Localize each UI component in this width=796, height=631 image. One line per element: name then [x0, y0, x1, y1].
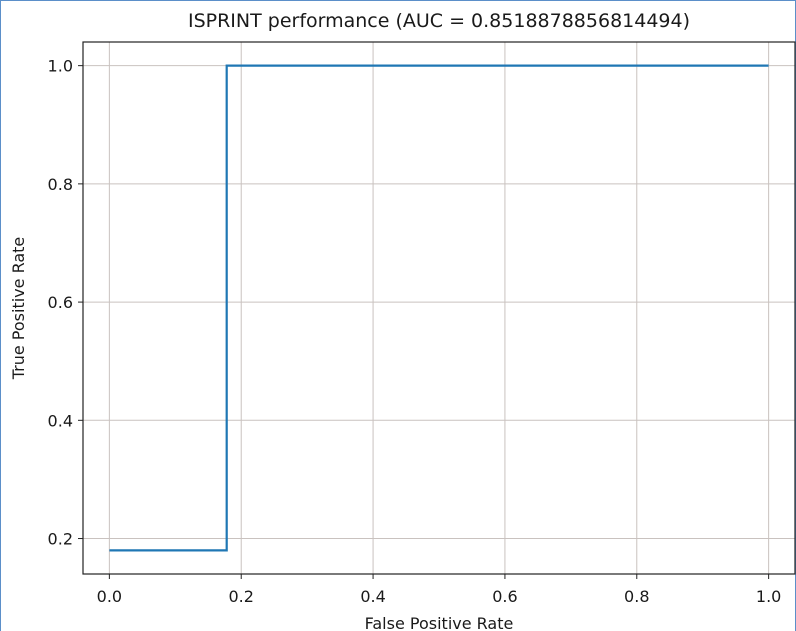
- ticks: 0.0 0.2 0.4 0.6 0.8 1.0 0.2 0.4 0.6 0.8 1.0: [48, 57, 782, 606]
- x-tick-label: 0.0: [97, 587, 122, 606]
- y-axis-label: True Positive Rate: [9, 237, 28, 381]
- y-tick-label: 1.0: [48, 57, 73, 76]
- roc-curve-line: [109, 64, 769, 552]
- x-tick-label: 0.2: [228, 587, 253, 606]
- x-tick-label: 0.8: [624, 587, 649, 606]
- y-tick-label: 0.4: [48, 411, 73, 430]
- chart-title: ISPRINT performance (AUC = 0.85188788568…: [188, 10, 690, 32]
- x-axis-label: False Positive Rate: [365, 614, 514, 631]
- x-tick-label: 0.6: [492, 587, 517, 606]
- x-tick-label: 0.4: [360, 587, 385, 606]
- series-layer: [109, 64, 769, 552]
- grid: [83, 42, 795, 574]
- x-tick-label: 1.0: [756, 587, 781, 606]
- y-tick-label: 0.8: [48, 175, 73, 194]
- plot-area-frame: [82, 41, 796, 575]
- y-tick-label: 0.6: [48, 293, 73, 312]
- y-tick-label: 0.2: [48, 530, 73, 549]
